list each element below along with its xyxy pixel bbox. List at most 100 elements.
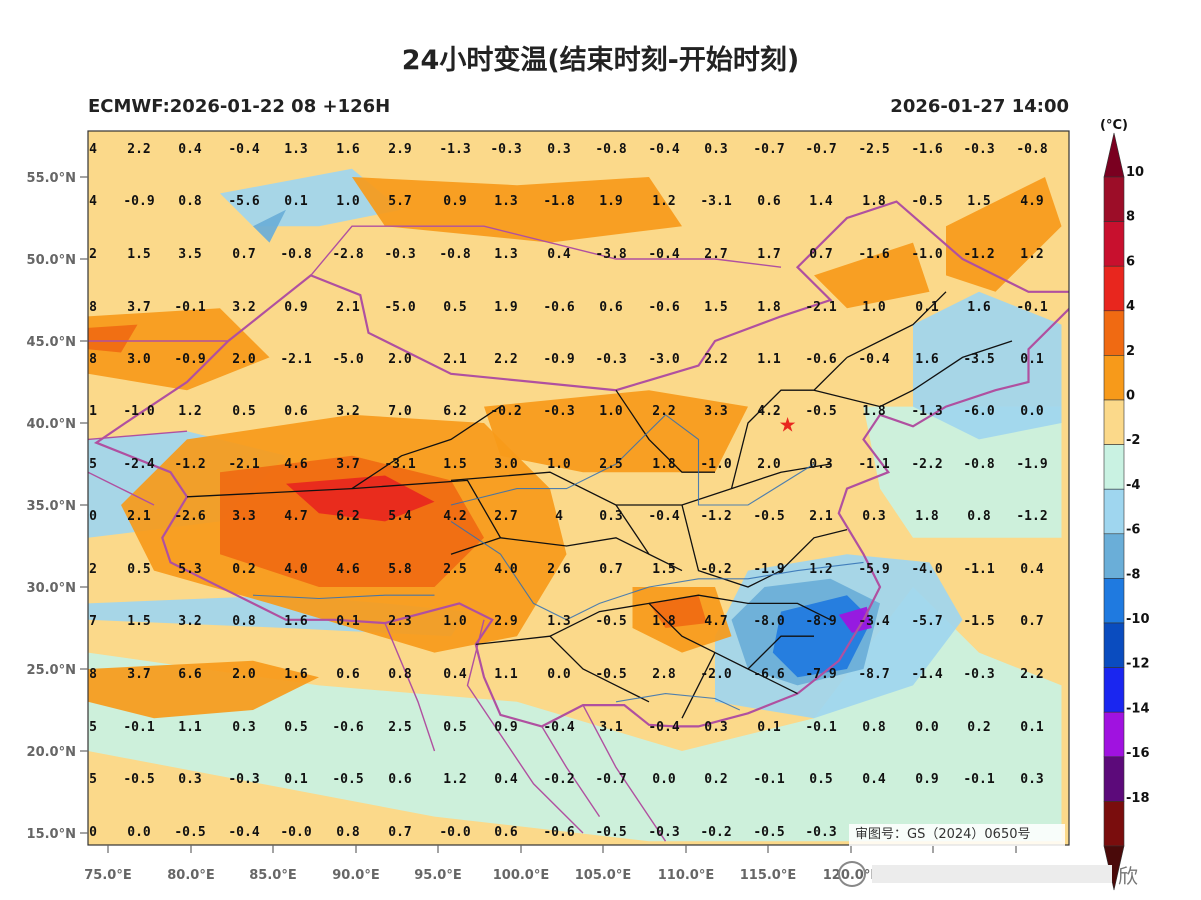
colorbar-segment [1103, 533, 1125, 579]
grid-value: -2.6 [174, 509, 205, 524]
colorbar-segment [1103, 801, 1125, 847]
grid-value: 0.6 [599, 300, 623, 315]
grid-value: 0.5 [127, 562, 150, 577]
lon-label: 75.0°E [84, 868, 131, 883]
lon-label: 95.0°E [414, 868, 461, 883]
china-border [93, 200, 1069, 728]
grid-value: -1.9 [1016, 457, 1047, 472]
lat-label: 35.0°N [27, 499, 76, 514]
model-run-label: ECMWF:2026-01-22 08 +126H [88, 96, 391, 117]
colorbar-segment [1103, 355, 1125, 401]
grid-value: 0.4 [862, 772, 886, 787]
grid-value: -2.1 [280, 352, 311, 367]
grid-value: 5.4 [388, 509, 412, 524]
grid-value: -0.9 [123, 194, 154, 209]
grid-value: 2.0 [232, 352, 256, 367]
grid-value: 0.1 [284, 194, 308, 209]
colorbar-level-label: 0 [1126, 389, 1135, 404]
grid-value: -0.6 [543, 300, 574, 315]
grid-value: -0.5 [753, 825, 784, 840]
grid-value: 0.3 [599, 509, 622, 524]
grid-value: -0.1 [1016, 300, 1047, 315]
grid-value: 0.9 [284, 300, 307, 315]
grid-value: 4.0 [494, 562, 518, 577]
province-border [351, 406, 501, 490]
grid-value: -1.0 [911, 247, 942, 262]
colorbar-unit: (°C) [1100, 118, 1128, 133]
grid-value: 2.5 [599, 457, 622, 472]
colorbar-level-label: -6 [1126, 523, 1140, 538]
grid-value: 1.1 [178, 720, 202, 735]
lon-label: 105.0°E [575, 868, 632, 883]
temperature-field-patch [913, 291, 1062, 440]
watermark: 欣 [838, 860, 1138, 888]
grid-value: -1.9 [753, 562, 784, 577]
grid-value-labels: 4 2.2 0.4 -0.4 1.3 1.6 2.9 -1.3 -0.3 0.3 -0.8 -0.4 0… [89, 142, 1048, 840]
grid-value: -1.0 [700, 457, 731, 472]
province-border [500, 537, 650, 555]
temperature-field-patch [484, 390, 748, 473]
river [615, 693, 741, 711]
colorbar-segment [1103, 756, 1125, 802]
grid-value: 0.3 [704, 142, 727, 157]
grid-value: -5.6 [228, 194, 259, 209]
grid-value: 1 [89, 404, 97, 419]
grid-value: 2 [89, 247, 97, 262]
grid-value: 4 [89, 194, 97, 209]
grid-value: -0.8 [963, 457, 994, 472]
grid-value: 0.8 [336, 825, 360, 840]
beijing-star-icon: ★ [779, 413, 797, 437]
grid-value: 4.9 [1020, 194, 1043, 209]
grid-value: -0.4 [648, 142, 679, 157]
grid-value: -0.5 [123, 772, 154, 787]
grid-value: 1.0 [336, 194, 360, 209]
grid-value: 0.4 [547, 247, 571, 262]
weibo-logo-icon [838, 861, 866, 887]
grid-value: -0.4 [648, 247, 679, 262]
lat-label: 55.0°N [27, 171, 76, 186]
grid-value: 1.8 [652, 457, 676, 472]
grid-value: 5 [89, 720, 97, 735]
grid-value: 2.1 [443, 352, 467, 367]
grid-value: 1.2 [1020, 247, 1043, 262]
colorbar-level-label: -4 [1126, 478, 1140, 493]
grid-value: 0.0 [547, 667, 571, 682]
grid-value: 3.5 [178, 247, 201, 262]
country-border [88, 430, 188, 441]
grid-value: 1.8 [862, 404, 886, 419]
grid-value: 0.3 [809, 457, 832, 472]
grid-value: 1.2 [809, 562, 832, 577]
grid-value: 1.7 [757, 247, 780, 262]
grid-value: 0.0 [652, 772, 676, 787]
country-border [310, 225, 782, 276]
temperature-field-patch [838, 606, 872, 633]
lat-label: 20.0°N [27, 745, 76, 760]
temperature-field-patch [649, 595, 707, 628]
grid-value: 0.8 [178, 194, 202, 209]
grid-value: -5.0 [332, 352, 363, 367]
grid-value: -3.1 [700, 194, 731, 209]
grid-value: 6.2 [443, 404, 466, 419]
grid-value: 2.0 [388, 352, 412, 367]
grid-value: 0.8 [388, 667, 412, 682]
grid-value: -0.3 [805, 825, 836, 840]
colorbar-level-label: -8 [1126, 567, 1140, 582]
grid-value: -0.3 [490, 142, 521, 157]
grid-value: -0.4 [228, 825, 259, 840]
grid-value: 2.1 [336, 300, 360, 315]
grid-value: -0.6 [648, 300, 679, 315]
grid-value: -0.5 [805, 404, 836, 419]
grid-value: 0.3 [178, 772, 201, 787]
grid-value: 4.7 [284, 509, 307, 524]
grid-value: -5.9 [858, 562, 889, 577]
grid-value: -0.3 [543, 404, 574, 419]
grid-value: -0.5 [595, 667, 626, 682]
grid-value: 0.8 [232, 614, 256, 629]
province-border [747, 635, 814, 670]
grid-value: -0.8 [1016, 142, 1047, 157]
grid-value: -5.0 [384, 300, 415, 315]
grid-value: -0.1 [753, 772, 784, 787]
grid-value: 3.7 [336, 457, 359, 472]
colorbar: (°C) 10 8 6 4 2 0 -2 -4 -6 -8 -10 -12 -14 -16 -18 [1100, 118, 1150, 891]
grid-value: 1.1 [757, 352, 781, 367]
